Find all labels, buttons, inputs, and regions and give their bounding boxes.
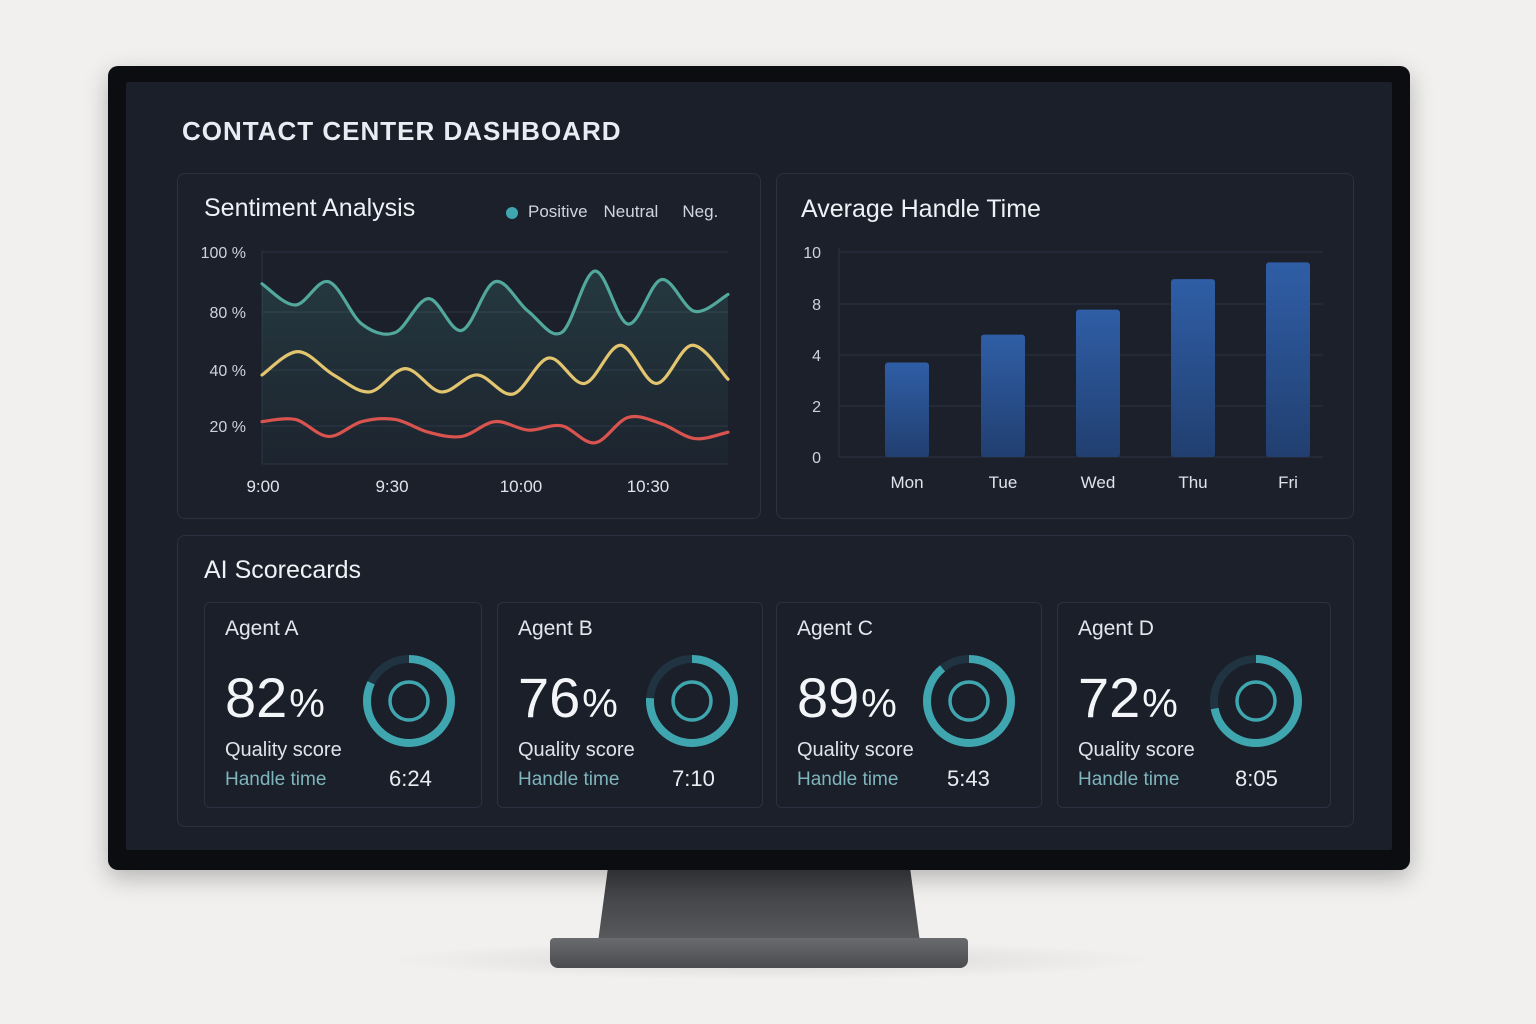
- y-tick-label: 20 %: [210, 419, 246, 436]
- score-ring-progress: [923, 655, 1015, 747]
- quality-score-label: Quality score: [1078, 739, 1195, 761]
- monitor: CONTACT CENTER DASHBOARD Sentiment Analy…: [108, 66, 1410, 870]
- y-tick-label: 40 %: [210, 363, 246, 380]
- legend-neutral[interactable]: Neutral: [603, 202, 659, 221]
- legend-dot-icon: [506, 206, 518, 219]
- x-tick-label: 9:00: [246, 477, 279, 496]
- series-positive-area: [262, 271, 728, 464]
- x-tick-label: 9:30: [375, 477, 408, 496]
- quality-score-label: Quality score: [518, 739, 635, 761]
- x-tick-label: 10:30: [627, 477, 670, 496]
- score-ring-icon: [923, 655, 1015, 747]
- monitor-stand-base: [550, 938, 968, 968]
- quality-score-value: 82%: [225, 666, 325, 729]
- handle-chart: 10 8 4 2 0 Mon Tue Wed Thu Fri: [803, 245, 1323, 492]
- quality-score-label: Quality score: [225, 739, 342, 761]
- agent-name: Agent A: [225, 617, 299, 640]
- agent-name: Agent D: [1078, 617, 1154, 640]
- scorecard-agent-b[interactable]: Agent B 76% Quality score Handle time 7:10: [497, 602, 763, 808]
- series-positive: [260, 269, 730, 336]
- bar-fri[interactable]: [1266, 262, 1310, 457]
- legend-positive[interactable]: Positive: [506, 202, 588, 222]
- y-tick-label: 10: [803, 245, 821, 262]
- scorecard-agent-c[interactable]: Agent C 89% Quality score Handle time 5:43: [776, 602, 1042, 808]
- quality-score-value: 72%: [1078, 666, 1178, 729]
- sentiment-legend: Positive Neutral Neg.: [506, 202, 718, 222]
- y-tick-label: 2: [812, 399, 821, 416]
- x-tick-label: Fri: [1278, 473, 1298, 492]
- handle-time-value: 6:24: [389, 766, 432, 791]
- x-tick-label: Wed: [1081, 473, 1116, 492]
- screen: CONTACT CENTER DASHBOARD Sentiment Analy…: [126, 82, 1392, 850]
- handle-title: Average Handle Time: [801, 195, 1041, 223]
- y-tick-label: 80 %: [210, 305, 246, 322]
- handle-panel: Average Handle Time 10 8 4 2 0 Mon Tue Wed Thu Fr…: [776, 173, 1354, 519]
- score-ring-progress: [363, 655, 455, 747]
- x-tick-label: Tue: [989, 473, 1018, 492]
- x-tick-label: Mon: [890, 473, 923, 492]
- dashboard-title: CONTACT CENTER DASHBOARD: [182, 116, 622, 146]
- bar-thu[interactable]: [1171, 279, 1215, 457]
- x-tick-label: 10:00: [500, 477, 543, 496]
- scorecards-panel: AI Scorecards Agent A 82% Quality score Han…: [177, 535, 1354, 827]
- handle-time-label: Handle time: [518, 769, 620, 790]
- series-neutral: [260, 343, 730, 396]
- score-ring-icon: [646, 655, 738, 747]
- score-ring-icon: [363, 655, 455, 747]
- monitor-stand-neck: [598, 870, 920, 942]
- scorecards-title: AI Scorecards: [204, 556, 362, 584]
- legend-negative[interactable]: Neg.: [682, 202, 719, 221]
- y-tick-label: 100 %: [201, 245, 246, 262]
- scorecard-agent-d[interactable]: Agent D 72% Quality score Handle time 8:05: [1057, 602, 1331, 808]
- sentiment-chart: 100 % 80 % 40 % 20 % 9:00 9:30 10:00 10:30: [201, 245, 730, 496]
- scorecard-agent-a[interactable]: Agent A 82% Quality score Handle time 6:24: [204, 602, 482, 808]
- quality-score-label: Quality score: [797, 739, 914, 761]
- handle-time-value: 5:43: [947, 766, 990, 791]
- y-tick-label: 4: [812, 348, 821, 365]
- score-ring-icon: [1210, 655, 1302, 747]
- score-ring-progress: [646, 655, 738, 747]
- y-tick-label: 8: [812, 297, 821, 314]
- bar-wed[interactable]: [1076, 309, 1120, 457]
- bar-tue[interactable]: [981, 334, 1025, 457]
- series-negative: [260, 414, 730, 445]
- sentiment-title: Sentiment Analysis: [204, 194, 416, 222]
- handle-time-label: Handle time: [1078, 769, 1180, 790]
- handle-time-label: Handle time: [225, 769, 327, 790]
- handle-time-value: 7:10: [672, 766, 715, 791]
- handle-time-label: Handle time: [797, 769, 899, 790]
- agent-name: Agent B: [518, 617, 593, 640]
- handle-time-value: 8:05: [1235, 766, 1278, 791]
- y-tick-label: 0: [812, 450, 821, 467]
- bar-mon[interactable]: [885, 362, 929, 457]
- sentiment-panel: Sentiment Analysis Positive Neutral Neg.…: [177, 173, 761, 519]
- quality-score-value: 89%: [797, 666, 897, 729]
- quality-score-value: 76%: [518, 666, 618, 729]
- x-tick-label: Thu: [1178, 473, 1207, 492]
- agent-name: Agent C: [797, 617, 873, 640]
- score-ring-progress: [1210, 655, 1302, 747]
